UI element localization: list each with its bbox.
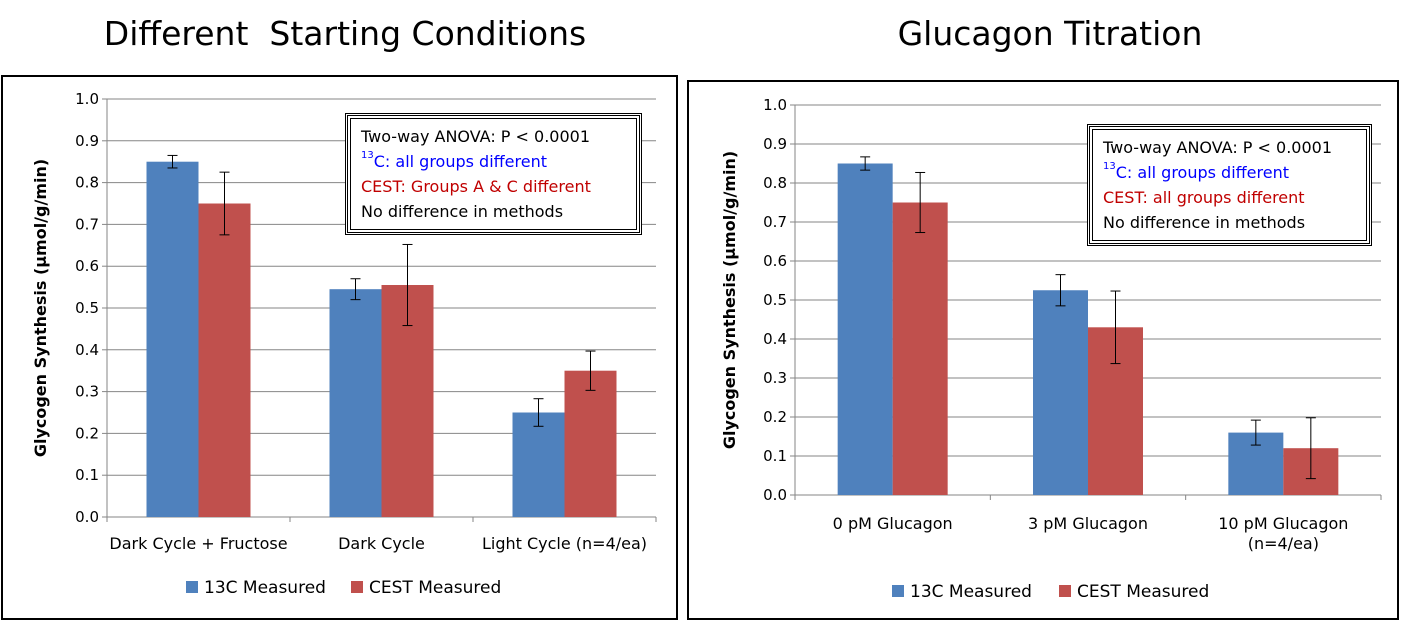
bar-cest — [198, 203, 251, 517]
y-tick-label: 0.8 — [763, 174, 787, 192]
x-category-label: 10 pM Glucagon — [1218, 514, 1348, 533]
y-axis-label: Glycogen Synthesis (µmol/g/min) — [720, 151, 739, 449]
annotation-13c-text: C: all groups different — [373, 152, 548, 171]
x-category-label: 3 pM Glucagon — [1028, 514, 1148, 533]
bar-cest — [564, 370, 617, 517]
chart-panel-left: 0.0 0.1 0.2 0.3 0.4 0.5 0.6 0.7 0.8 0.9 1.0 Glycoge… — [1, 75, 678, 620]
y-tick-label: 0.6 — [763, 252, 787, 270]
y-tick-label: 0.3 — [763, 369, 787, 387]
legend-swatch-cest — [1059, 585, 1071, 597]
anova-annotation-right: Two-way ANOVA: P < 0.0001 13C: all group… — [1087, 124, 1372, 246]
y-tick-label: 0.9 — [75, 132, 99, 150]
annotation-13c-text: C: all groups different — [1115, 163, 1290, 182]
y-tick-label: 0.7 — [75, 215, 99, 233]
chart-right-svg: 0.0 0.1 0.2 0.3 0.4 0.5 0.6 0.7 0.8 0.9 1.0 Glycoge… — [720, 96, 1382, 602]
annotation-13c-superscript: 13 — [361, 150, 374, 161]
y-tick-label: 0.5 — [75, 299, 99, 317]
legend-swatch-13c — [892, 585, 904, 597]
anova-annotation-left: Two-way ANOVA: P < 0.0001 13C: all group… — [345, 113, 642, 235]
y-tick-label: 0.4 — [75, 341, 99, 359]
y-tick-label: 0.9 — [763, 135, 787, 153]
annotation-13c-line: 13C: all groups different — [1103, 160, 1359, 185]
bar-cest — [892, 202, 948, 495]
annotation-methods-line: No difference in methods — [1103, 213, 1306, 232]
y-tick-label: 0.0 — [763, 486, 787, 504]
x-category-sublabel: (n=4/ea) — [1248, 534, 1319, 553]
y-tick-label: 0.7 — [763, 213, 787, 231]
x-category-label: Dark Cycle — [338, 534, 425, 553]
y-tick-label: 0.5 — [763, 291, 787, 309]
annotation-anova-line: Two-way ANOVA: P < 0.0001 — [1103, 138, 1333, 157]
annotation-13c-line: 13C: all groups different — [361, 149, 629, 174]
annotation-methods-line: No difference in methods — [361, 202, 564, 221]
annotation-cest-line: CEST: Groups A & C different — [361, 177, 591, 196]
bar-13c — [329, 289, 382, 517]
chart-left-svg: 0.0 0.1 0.2 0.3 0.4 0.5 0.6 0.7 0.8 0.9 1.0 Glycoge… — [31, 90, 657, 598]
y-tick-label: 0.8 — [75, 174, 99, 192]
annotation-anova-line: Two-way ANOVA: P < 0.0001 — [361, 127, 591, 146]
bar-13c — [837, 163, 893, 495]
annotation-cest-line: CEST: all groups different — [1103, 188, 1305, 207]
y-tick-label: 0.3 — [75, 383, 99, 401]
y-tick-label: 0.1 — [763, 447, 787, 465]
chart-panel-right: 0.0 0.1 0.2 0.3 0.4 0.5 0.6 0.7 0.8 0.9 1.0 Glycoge… — [687, 80, 1399, 620]
chart-title-left: Different Starting Conditions — [103, 14, 587, 53]
x-category-label: Dark Cycle + Fructose — [109, 534, 287, 553]
annotation-13c-superscript: 13 — [1103, 161, 1116, 172]
bar-13c — [146, 161, 199, 517]
y-tick-label: 0.0 — [75, 508, 99, 526]
y-tick-label: 0.1 — [75, 466, 99, 484]
bar-13c — [512, 412, 565, 517]
y-tick-label: 1.0 — [763, 96, 787, 114]
legend-swatch-13c — [186, 581, 198, 593]
x-category-label: Light Cycle (n=4/ea) — [482, 534, 647, 553]
y-tick-label: 0.4 — [763, 330, 787, 348]
chart-title-right: Glucagon Titration — [897, 14, 1203, 53]
legend-label-cest: CEST Measured — [369, 578, 501, 598]
x-category-label: 0 pM Glucagon — [833, 514, 953, 533]
legend-label-13c: 13C Measured — [910, 582, 1032, 602]
y-tick-label: 0.2 — [75, 424, 99, 442]
y-axis-label: Glycogen Synthesis (µmol/g/min) — [31, 159, 50, 457]
y-tick-label: 0.2 — [763, 408, 787, 426]
y-tick-label: 0.6 — [75, 257, 99, 275]
legend-swatch-cest — [351, 581, 363, 593]
bar-13c — [1033, 290, 1088, 495]
legend-label-cest: CEST Measured — [1077, 582, 1209, 602]
y-tick-label: 1.0 — [75, 90, 99, 108]
legend-label-13c: 13C Measured — [204, 578, 326, 598]
